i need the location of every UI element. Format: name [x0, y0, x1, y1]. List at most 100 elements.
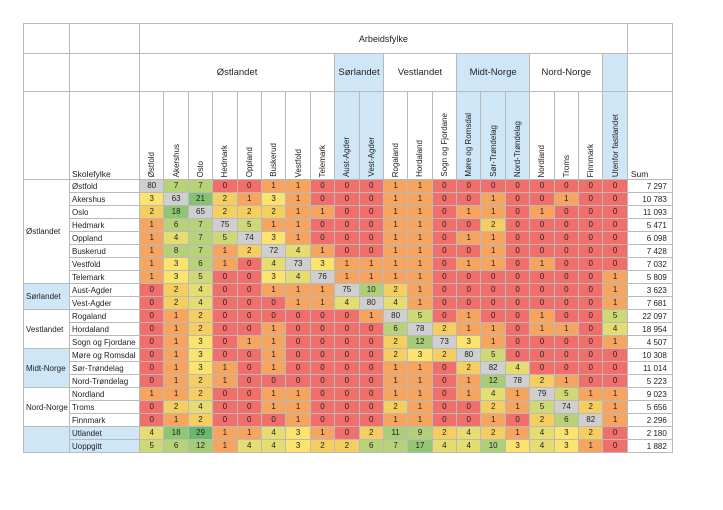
heatmap-cell: 0	[431, 413, 458, 427]
column-label-text: Oppland	[244, 146, 254, 177]
heatmap-cell: 0	[553, 348, 580, 362]
heatmap-cell: 0	[138, 413, 165, 427]
heatmap-cell: 0	[529, 244, 555, 258]
row-sum: 7 681	[626, 296, 673, 310]
heatmap-cell: 1	[382, 413, 409, 427]
heatmap-cell: 1	[407, 192, 433, 206]
heatmap-cell: 0	[431, 179, 458, 193]
heatmap-cell: 0	[578, 179, 604, 193]
heatmap-cell: 1	[407, 270, 433, 284]
row-label: Telemark	[69, 270, 140, 284]
heatmap-cell: 1	[138, 218, 165, 232]
row-sum: 10 308	[626, 348, 673, 362]
heatmap-cell: 75	[334, 283, 360, 297]
heatmap-cell: 3	[285, 439, 311, 453]
column-label: Hedmark	[212, 91, 238, 180]
heatmap-cell: 1	[260, 283, 287, 297]
column-label-text: Finnmark	[586, 143, 596, 177]
heatmap-cell: 0	[138, 283, 165, 297]
heatmap-cell: 1	[138, 270, 165, 284]
row-group-header: Sørlandet	[23, 283, 70, 310]
heatmap-cell: 3	[456, 335, 482, 349]
heatmap-cell: 0	[431, 231, 458, 245]
heatmap-cell: 0	[285, 309, 311, 323]
heatmap-cell: 0	[529, 192, 555, 206]
heatmap-cell: 0	[138, 309, 165, 323]
heatmap-cell: 4	[260, 426, 287, 440]
heatmap-cell: 4	[456, 426, 482, 440]
heatmap-cell: 0	[431, 374, 458, 388]
heatmap-cell: 4	[138, 426, 165, 440]
row-sum: 22 097	[626, 309, 673, 323]
heatmap-cell: 0	[358, 348, 384, 362]
row-sum: 7 297	[626, 179, 673, 193]
heatmap-cell: 0	[309, 192, 336, 206]
heatmap-cell: 73	[431, 335, 458, 349]
heatmap-cell: 1	[334, 257, 360, 271]
heatmap-cell: 72	[260, 244, 287, 258]
heatmap-cell: 1	[285, 283, 311, 297]
heatmap-cell: 0	[578, 348, 604, 362]
heatmap-cell: 2	[480, 400, 506, 414]
heatmap-cell: 0	[212, 387, 238, 401]
heatmap-cell: 2	[236, 205, 262, 219]
heatmap-cell: 1	[163, 361, 189, 375]
heatmap-cell: 1	[163, 413, 189, 427]
heatmap-cell: 1	[163, 374, 189, 388]
heatmap-cell: 1	[602, 283, 628, 297]
heatmap-cell: 3	[187, 348, 214, 362]
heatmap-cell: 0	[602, 205, 628, 219]
column-label: Nord-Trøndelag	[504, 91, 531, 180]
heatmap-cell: 0	[504, 257, 531, 271]
heatmap-cell: 1	[553, 322, 580, 336]
heatmap-cell: 1	[285, 413, 311, 427]
heatmap-cell: 76	[309, 270, 336, 284]
row-sum: 2 296	[626, 413, 673, 427]
heatmap-cell: 2	[456, 361, 482, 375]
heatmap-cell: 4	[187, 296, 214, 310]
column-label: Utenfor fastlandet	[602, 91, 628, 180]
row-label: Sør-Trøndelag	[69, 361, 140, 375]
column-label: Oslo	[187, 91, 214, 180]
heatmap-cell: 1	[138, 231, 165, 245]
heatmap-cell: 1	[456, 322, 482, 336]
heatmap-cell: 0	[578, 205, 604, 219]
heatmap-cell: 0	[212, 309, 238, 323]
heatmap-cell: 1	[236, 335, 262, 349]
corner-cell	[23, 91, 70, 180]
row-sum: 4 507	[626, 335, 673, 349]
heatmap-cell: 2	[163, 296, 189, 310]
heatmap-cell: 0	[456, 270, 482, 284]
sum-header: Sum	[626, 91, 673, 180]
heatmap-cell: 63	[163, 192, 189, 206]
heatmap-cell: 1	[456, 257, 482, 271]
heatmap-cell: 0	[212, 348, 238, 362]
heatmap-cell: 0	[529, 335, 555, 349]
heatmap-cell: 0	[285, 335, 311, 349]
row-sum: 11 093	[626, 205, 673, 219]
heatmap-cell: 0	[504, 335, 531, 349]
heatmap-cell: 6	[358, 439, 384, 453]
heatmap-cell: 1	[382, 205, 409, 219]
heatmap-cell: 1	[212, 244, 238, 258]
heatmap-cell: 0	[504, 218, 531, 232]
header-row-title: Arbeidsfylke	[23, 23, 673, 54]
heatmap-cell: 1	[260, 400, 287, 414]
heatmap-cell: 2	[163, 400, 189, 414]
heatmap-cell: 0	[285, 374, 311, 388]
heatmap-cell: 1	[309, 244, 336, 258]
heatmap-cell: 1	[236, 426, 262, 440]
column-label: Rogaland	[382, 91, 409, 180]
heatmap-cell: 1	[529, 257, 555, 271]
heatmap-cell: 0	[212, 335, 238, 349]
heatmap-cell: 1	[480, 205, 506, 219]
column-group-header	[602, 53, 628, 92]
heatmap-cell: 0	[138, 400, 165, 414]
column-label-text: Nordland	[537, 144, 547, 177]
column-label-text: Hordaland	[415, 140, 425, 177]
row-sum: 3 623	[626, 283, 673, 297]
heatmap-cell: 0	[602, 192, 628, 206]
heatmap-cell: 0	[553, 179, 580, 193]
heatmap-cell: 2	[382, 283, 409, 297]
